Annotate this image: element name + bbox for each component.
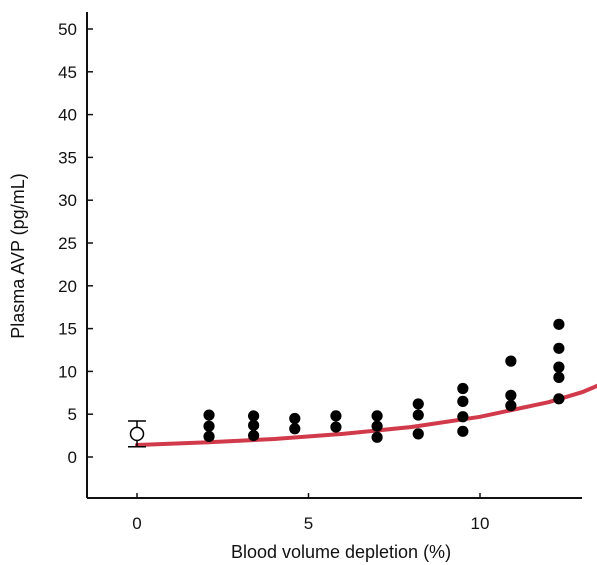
x-tick-label: 5 [304, 514, 313, 533]
data-point [203, 409, 215, 421]
data-point [505, 400, 517, 412]
data-point [289, 412, 301, 425]
x-tick-label: 0 [132, 514, 141, 533]
y-axis-label: Plasma AVP (pg/mL) [8, 173, 28, 338]
data-point [330, 421, 342, 433]
y-tick-label: 35 [58, 148, 77, 167]
data-point [553, 318, 565, 330]
data-point [553, 342, 565, 354]
data-point [371, 431, 383, 443]
data-point [371, 410, 383, 422]
data-point [412, 409, 424, 421]
data-point [330, 410, 342, 422]
y-tick-label: 10 [58, 362, 77, 381]
data-point [553, 371, 565, 383]
data-point [457, 382, 469, 395]
data-point [457, 411, 469, 423]
data-point [412, 398, 424, 410]
x-axis-label: Blood volume depletion (%) [231, 542, 451, 562]
data-point [248, 410, 260, 422]
fit-curve [135, 383, 597, 447]
y-tick-label: 40 [58, 106, 77, 125]
y-tick-label: 15 [58, 320, 77, 339]
data-point [289, 423, 301, 435]
data-point [412, 428, 424, 440]
data-point [505, 355, 517, 367]
y-tick-label: 5 [68, 405, 77, 424]
data-point [248, 430, 260, 442]
data-point [505, 389, 517, 401]
data-point [457, 395, 469, 407]
y-tick-label: 50 [58, 20, 77, 39]
control-point-open [129, 426, 145, 442]
data-point [203, 430, 215, 443]
data-point [553, 393, 565, 405]
y-tick-label: 30 [58, 191, 77, 210]
data-point [248, 419, 260, 431]
data-point [553, 361, 565, 373]
data-point [203, 420, 215, 432]
y-tick-label: 25 [58, 234, 77, 253]
x-tick-label: 10 [471, 514, 490, 533]
data-point [371, 420, 383, 432]
y-tick-label: 45 [58, 63, 77, 82]
data-point [457, 425, 469, 437]
y-tick-label: 20 [58, 277, 77, 296]
y-tick-label: 0 [68, 448, 77, 467]
